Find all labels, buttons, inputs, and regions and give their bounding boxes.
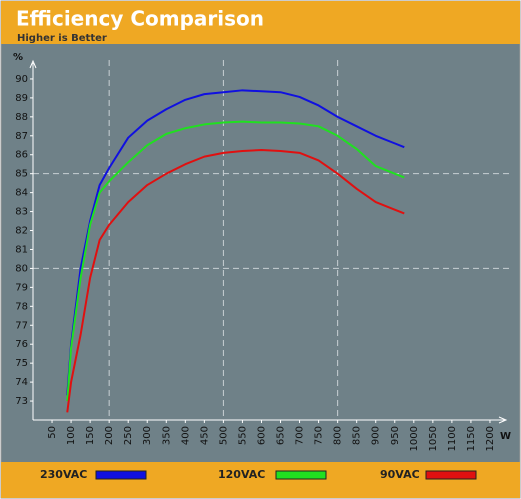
x-tick-label: 550 [237, 426, 248, 445]
x-tick-label: 250 [123, 426, 134, 445]
y-tick-label: 85 [15, 169, 28, 180]
y-tick-label: 79 [15, 282, 28, 293]
y-tick-label: 76 [15, 339, 28, 350]
y-tick-label: 84 [15, 188, 28, 199]
legend-swatch [275, 470, 327, 480]
x-tick-label: 950 [390, 426, 401, 445]
chart-title: Efficiency Comparison [16, 7, 264, 31]
legend-swatch [95, 470, 147, 480]
y-tick-label: 81 [15, 244, 28, 255]
legend-label: 90VAC [380, 468, 420, 481]
series-line [66, 149, 405, 413]
x-tick-label: 150 [85, 426, 96, 445]
y-tick-label: 74 [15, 377, 28, 388]
x-tick-label: 1100 [447, 426, 458, 451]
y-tick-label: 78 [15, 301, 28, 312]
x-tick-label: 350 [161, 426, 172, 445]
series-line [66, 89, 405, 396]
x-tick-label: 200 [104, 426, 115, 445]
header [1, 1, 520, 44]
x-tick-label: 1150 [466, 426, 477, 451]
axis-arrow [498, 416, 508, 424]
x-tick-label: 300 [142, 426, 153, 445]
x-tick-label: 600 [256, 426, 267, 445]
chart-subtitle: Higher is Better [17, 33, 107, 44]
y-tick-label: 77 [15, 320, 28, 331]
y-tick-label: 90 [15, 74, 28, 85]
y-tick-label: 80 [15, 263, 28, 274]
x-tick-label: 700 [295, 426, 306, 445]
x-tick-label: 750 [314, 426, 325, 445]
y-tick-label: 87 [15, 131, 28, 142]
x-tick-label: 500 [218, 426, 229, 445]
x-tick-label: 1200 [485, 426, 496, 451]
legend-label: 120VAC [218, 468, 265, 481]
y-tick-label: 89 [15, 93, 28, 104]
x-tick-label: 650 [276, 426, 287, 445]
x-tick-label: 800 [333, 426, 344, 445]
y-tick-label: 83 [15, 207, 28, 218]
x-tick-label: 1000 [409, 426, 420, 451]
x-tick-label: 400 [180, 426, 191, 445]
y-tick-label: 75 [15, 358, 28, 369]
x-tick-label: 50 [47, 426, 58, 439]
axis-arrow [29, 59, 37, 69]
legend-swatch [425, 470, 477, 480]
x-tick-label: 850 [352, 426, 363, 445]
series-line [66, 120, 405, 402]
y-tick-label: 82 [15, 226, 28, 237]
x-tick-label: 1050 [428, 426, 439, 451]
y-axis-label: % [13, 52, 23, 63]
x-tick-label: 100 [66, 426, 77, 445]
x-axis-label: W [500, 431, 511, 442]
x-tick-label: 900 [371, 426, 382, 445]
y-tick-label: 73 [15, 396, 28, 407]
legend-band [1, 462, 520, 498]
legend-label: 230VAC [40, 468, 87, 481]
y-tick-label: 86 [15, 150, 28, 161]
y-tick-label: 88 [15, 112, 28, 123]
x-tick-label: 450 [199, 426, 210, 445]
